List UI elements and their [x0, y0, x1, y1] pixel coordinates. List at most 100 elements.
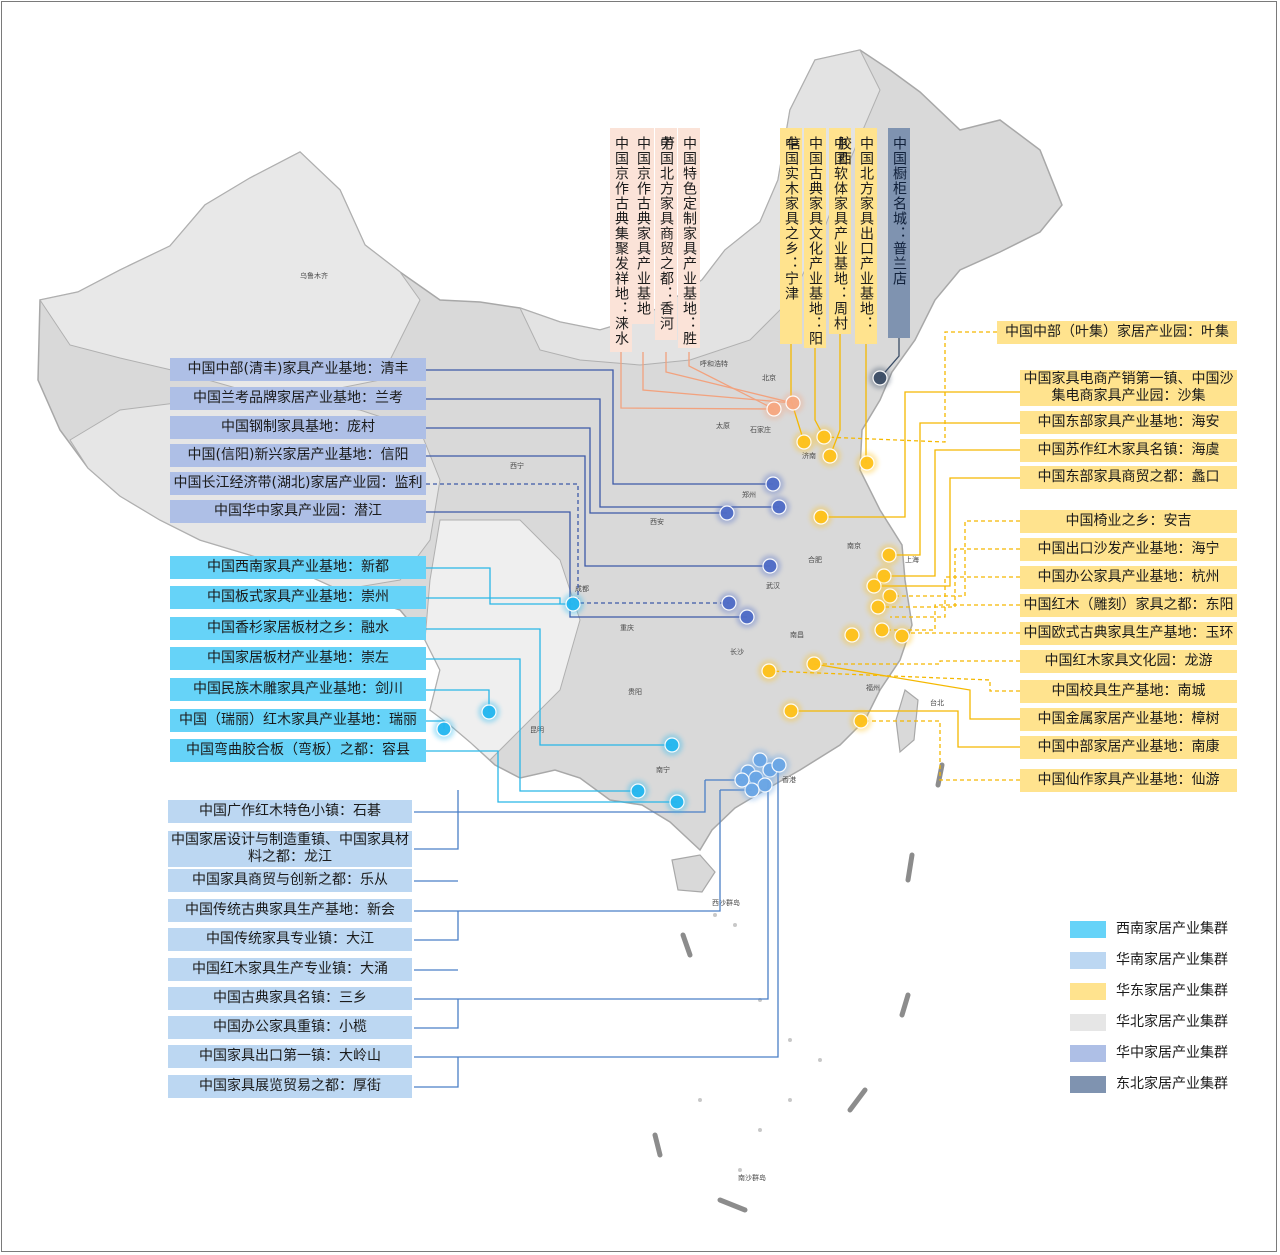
map-label-nanjing: 南京 [847, 541, 861, 550]
left-label-22: 中国家具展览贸易之都：厚街 [168, 1075, 412, 1098]
left-label-5: 中国华中家具产业园：潜江 [170, 500, 426, 523]
leader-line-left-8 [426, 628, 672, 746]
leader-line-left-19 [414, 780, 769, 1000]
leader-line-right-0 [823, 331, 997, 443]
cluster-dot-38 [782, 392, 804, 414]
legend-label: 华北家居产业集群 [1116, 1014, 1228, 1030]
right-label-4: 中国东部家具商贸之都：蠡口 [1020, 466, 1237, 489]
leader-line-right-12 [813, 663, 1020, 720]
right-label-11: 中国校具生产基地：南城 [1020, 680, 1237, 703]
left-label-14: 中国家居设计与制造重镇、中国家具材料之都：龙江 [168, 831, 412, 867]
map-label-chongqing: 重庆 [620, 623, 634, 632]
right-label-7: 中国办公家具产业基地：杭州 [1020, 566, 1237, 589]
leader-line-right-3 [884, 449, 1020, 577]
map-label-wuhan: 武汉 [766, 581, 780, 590]
map-label-hefei: 合肥 [808, 555, 822, 564]
cluster-dot-36 [850, 710, 872, 732]
left-label-12: 中国弯曲胶合板（弯板）之都：容县 [170, 739, 426, 762]
left-label-7: 中国板式家具产业基地：崇州 [170, 586, 426, 609]
cluster-dot-4 [718, 592, 740, 614]
map-label-chengdu: 成都 [575, 584, 589, 593]
legend-swatch [1070, 921, 1106, 938]
legend-label: 华东家居产业集群 [1116, 983, 1228, 999]
cluster-dot-27 [863, 575, 885, 597]
leader-line-right-4 [874, 477, 1020, 587]
map-label-zhengzhou: 郑州 [742, 491, 756, 499]
left-label-15: 中国家具商贸与创新之都：乐从 [168, 869, 412, 892]
map-label-taiyuan: 太原 [716, 421, 730, 430]
map-label-nansha: 南沙群岛 [738, 1173, 766, 1182]
leader-line-left-6 [426, 567, 573, 605]
map-label-guiyang: 贵阳 [628, 687, 642, 696]
leader-line-left-9 [426, 658, 638, 792]
legend-label: 西南家居产业集群 [1116, 921, 1228, 937]
south-sea-islands [698, 913, 822, 1172]
legend-item: 华东家居产业集群 [1070, 980, 1270, 1011]
cluster-dot-29 [867, 596, 889, 618]
map-label-xining: 西宁 [510, 461, 524, 470]
left-label-0: 中国中部(清丰)家具产业基地：清丰 [170, 358, 426, 381]
legend-label: 华中家居产业集群 [1116, 1045, 1228, 1061]
legend-swatch [1070, 1014, 1106, 1031]
right-label-3: 中国苏作红木家具名镇：海虞 [1020, 439, 1237, 462]
left-label-2: 中国钢制家具基地：庞村 [170, 416, 426, 439]
left-label-1: 中国兰考品牌家居产业基地：兰考 [170, 387, 426, 410]
leader-line-left-3 [426, 455, 770, 567]
leader-line-left-0 [426, 369, 773, 485]
right-label-13: 中国中部家居产业基地：南康 [1020, 736, 1237, 759]
hainan-island [671, 854, 716, 893]
left-label-8: 中国香杉家居板材之乡：融水 [170, 617, 426, 640]
cluster-dot-37 [763, 398, 785, 420]
cluster-dot-22 [819, 445, 841, 467]
leader-line-right-6 [878, 548, 1020, 608]
left-label-13: 中国广作红木特色小镇：石碁 [168, 800, 412, 823]
map-label-nanchang: 南昌 [790, 630, 804, 639]
right-label-12: 中国金属家居产业基地：樟树 [1020, 708, 1237, 731]
cluster-dot-11 [666, 791, 688, 813]
legend-item: 华北家居产业集群 [1070, 1011, 1270, 1042]
right-label-8: 中国红木（雕刻）家具之都：东阳 [1020, 594, 1237, 617]
map-label-urumqi: 乌鲁木齐 [300, 271, 328, 280]
legend-item: 华南家居产业集群 [1070, 949, 1270, 980]
leader-line-top-0 [620, 352, 775, 410]
legend-swatch [1070, 952, 1106, 969]
map-label-xisha: 西沙群岛 [712, 898, 740, 907]
right-label-2: 中国东部家具产业基地：海安 [1020, 411, 1237, 434]
map-label-shijiazhuang: 石家庄 [750, 425, 771, 434]
cluster-dot-24 [810, 506, 832, 528]
map-label-hohhot: 呼和浩特 [700, 359, 728, 368]
cluster-dot-35 [780, 700, 802, 722]
left-label-9: 中国家居板材产业基地：崇左 [170, 647, 426, 670]
legend-item: 西南家居产业集群 [1070, 918, 1270, 949]
leader-line-right-1 [821, 391, 1020, 518]
cluster-dot-8 [433, 718, 455, 740]
leader-line-left-17 [414, 911, 459, 941]
map-label-changsha: 长沙 [730, 647, 744, 656]
cluster-dot-33 [803, 653, 825, 675]
legend-label: 东北家居产业集群 [1116, 1076, 1228, 1092]
legend-swatch [1070, 1045, 1106, 1062]
leader-line-left-4 [426, 483, 729, 604]
leader-line-left-12 [426, 750, 677, 803]
left-label-4: 中国长江经济带(湖北)家居产业园：监利 [170, 472, 426, 495]
left-label-11: 中国（瑞丽）红木家具产业基地：瑞丽 [170, 709, 426, 732]
cluster-dot-3 [759, 555, 781, 577]
legend-swatch [1070, 1076, 1106, 1093]
cluster-dot-0 [762, 473, 784, 495]
cluster-dot-39 [869, 367, 891, 389]
leader-line-left-1 [426, 398, 779, 508]
leader-line-top-2 [665, 352, 794, 404]
left-label-20: 中国办公家具重镇：小榄 [168, 1016, 412, 1039]
left-label-18: 中国红木家具生产专业镇：大涌 [168, 958, 412, 981]
cluster-dot-31 [891, 625, 913, 647]
right-label-9: 中国欧式古典家具生产基地：玉环 [1020, 622, 1237, 645]
leader-line-left-20 [414, 999, 459, 1029]
top-label-0: 中国京作古典集聚发祥地：涞水 [610, 128, 632, 352]
top-label-5: 中国古典家具文化产业基地：阳信 [785, 128, 826, 348]
cluster-dot-9 [661, 734, 683, 756]
top-label-1: 中国京作古典家具产业基地 [632, 128, 654, 324]
map-label-kunming: 昆明 [530, 726, 544, 734]
leader-line-left-5 [426, 511, 747, 618]
left-label-3: 中国(信阳)新兴家居产业基地：信阳 [170, 444, 426, 467]
